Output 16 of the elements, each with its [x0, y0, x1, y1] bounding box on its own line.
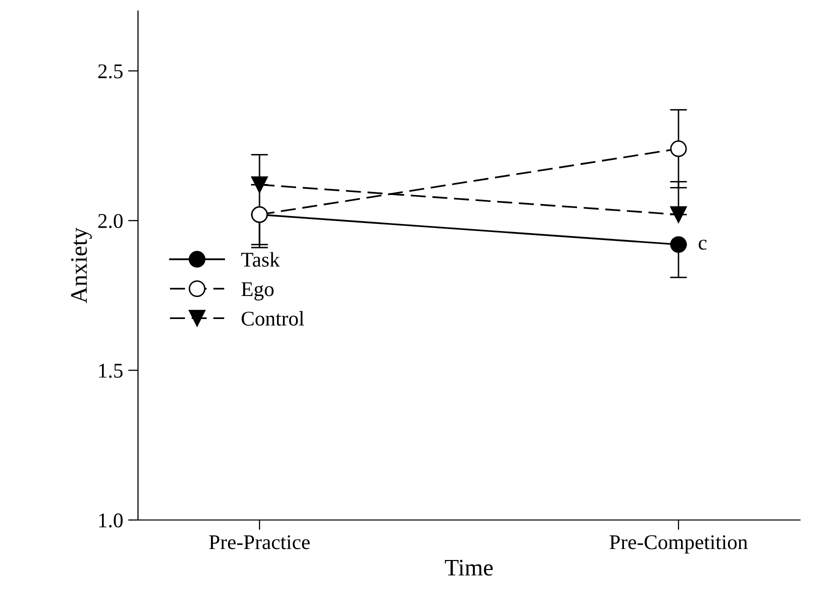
- point: [251, 176, 268, 193]
- x-axis-title: Time: [444, 560, 493, 576]
- y-tick-label: 1.5: [99, 364, 123, 378]
- legend-label: Control: [242, 311, 304, 326]
- legend-label: Task: [241, 252, 280, 267]
- legend-label: Ego: [241, 282, 274, 300]
- x-tick-label: Pre-Competition: [610, 535, 748, 554]
- y-tick-label: 2.0: [98, 214, 123, 228]
- y-tick-label: 2.5: [98, 64, 123, 78]
- point: [670, 206, 687, 223]
- annotation: c: [698, 240, 707, 250]
- y-axis-title: Anxiety: [71, 228, 92, 304]
- point: [670, 236, 687, 253]
- point: [670, 140, 687, 158]
- y-tick-label: 1.0: [99, 513, 123, 528]
- x-tick-label: Pre-Practice: [209, 535, 310, 550]
